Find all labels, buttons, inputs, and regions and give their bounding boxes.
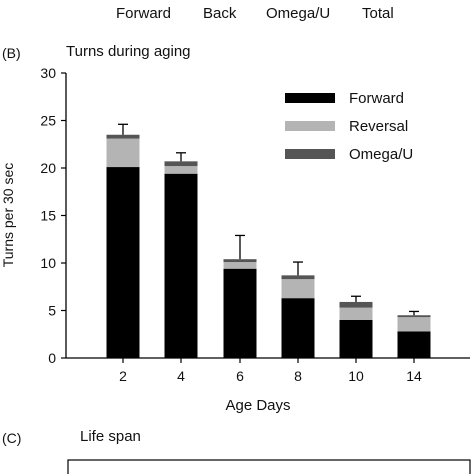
x-tick-label: 8	[294, 368, 302, 384]
y-tick-label: 10	[40, 255, 56, 271]
y-tick-label: 5	[48, 303, 56, 319]
bar-segment-forward	[339, 320, 373, 358]
bar-segment-forward	[106, 167, 140, 358]
chart-title: Turns during aging	[66, 43, 191, 60]
bar-segment-omega-u	[223, 259, 257, 263]
bar-segment-forward	[164, 173, 198, 358]
header-label-back: Back	[203, 5, 237, 22]
legend-swatch	[285, 121, 335, 131]
panel-c-title: Life span	[80, 428, 141, 445]
x-tick-label: 2	[119, 368, 127, 384]
legend-label: Reversal	[349, 118, 408, 135]
y-tick-label: 30	[40, 65, 56, 81]
x-axis-label: Age Days	[225, 397, 290, 414]
bar-segment-reversal	[281, 279, 315, 299]
panel-c-plot-frame	[67, 459, 471, 474]
x-tick-label: 10	[348, 368, 364, 384]
panel-b-letter: (B)	[2, 45, 21, 61]
legend: Forward Reversal Omega/U	[285, 90, 413, 163]
bar-segment-omega-u	[106, 134, 140, 139]
bar-segment-reversal	[106, 138, 140, 168]
bar-segment-omega-u	[397, 315, 431, 318]
legend-label: Forward	[349, 90, 404, 107]
legend-swatch	[285, 93, 335, 103]
bar-segment-omega-u	[339, 301, 373, 308]
y-tick-label: 0	[48, 350, 56, 366]
bar-segment-forward	[223, 268, 257, 358]
header-label-forward: Forward	[116, 5, 171, 22]
legend-swatch	[285, 149, 335, 159]
header-label-total: Total	[362, 5, 394, 22]
panel-c-letter: (C)	[2, 430, 21, 446]
x-tick-label: 14	[406, 368, 422, 384]
bar-segment-omega-u	[281, 275, 315, 280]
bar-segment-reversal	[397, 317, 431, 332]
y-axis-label: Turns per 30 sec	[0, 163, 16, 268]
x-tick-label: 4	[177, 368, 185, 384]
plot-area: 0 5 10 15 20 25 30 2 4 6 8 10 14	[40, 65, 470, 384]
header-label-omega: Omega/U	[266, 5, 330, 22]
y-tick-label: 20	[40, 160, 56, 176]
bar-segment-forward	[397, 331, 431, 358]
bar-segment-reversal	[223, 262, 257, 269]
y-tick-label: 15	[40, 208, 56, 224]
bar-segment-forward	[281, 298, 315, 358]
y-tick-label: 25	[40, 113, 56, 129]
top-header: Forward Back Omega/U Total	[116, 5, 394, 22]
legend-label: Omega/U	[349, 146, 413, 163]
bar-segment-reversal	[339, 307, 373, 320]
bar-segment-omega-u	[164, 161, 198, 167]
bar-segment-reversal	[164, 166, 198, 174]
x-tick-label: 6	[236, 368, 244, 384]
